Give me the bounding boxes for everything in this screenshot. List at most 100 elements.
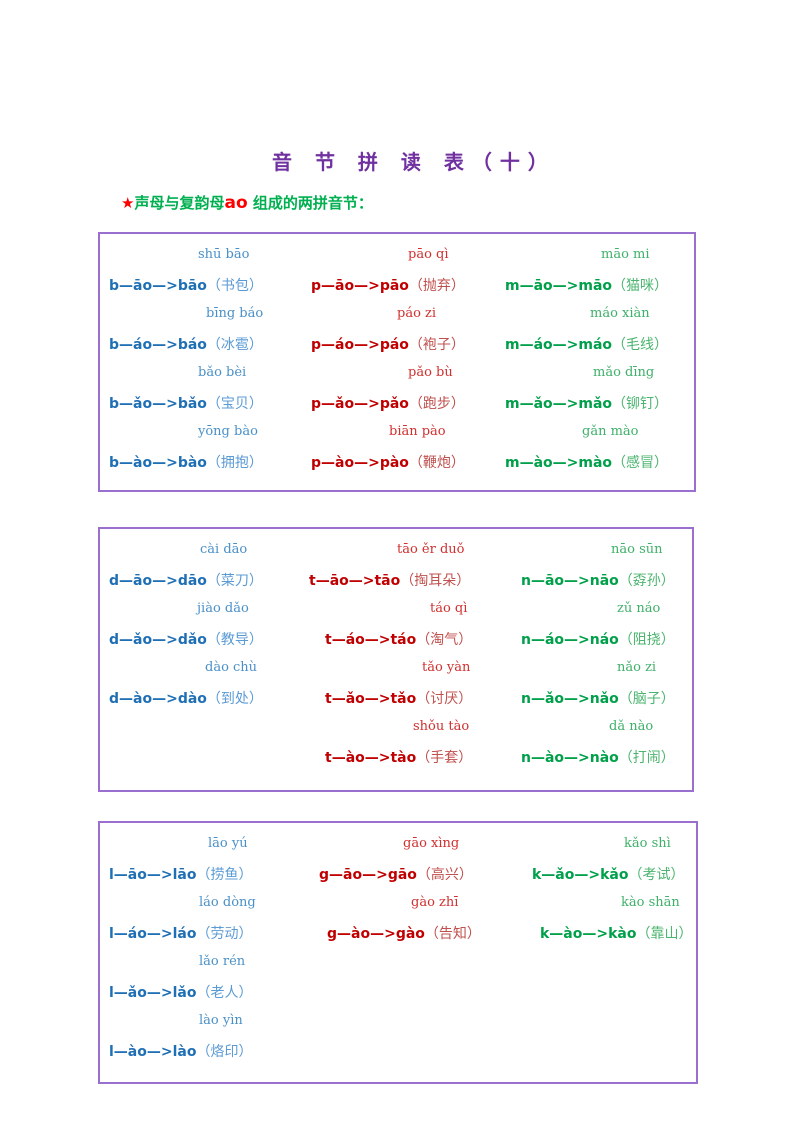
- spelling-line: l—ǎo—>lǎo（老人）: [109, 982, 252, 1002]
- spelling-line: n—ǎo—>nǎo（脑子）: [521, 688, 675, 708]
- spelling-formula: m—ào—>mào: [505, 455, 613, 471]
- spelling-formula: b—ào—>bào: [109, 455, 207, 471]
- word-hanzi: （拥抱）: [206, 455, 263, 471]
- spelling-formula: m—āo—>māo: [505, 278, 613, 294]
- section-subtitle: ★声母与复韵母ao 组成的两拼音节：: [121, 192, 373, 213]
- spelling-line: d—ào—>dào（到处）: [109, 688, 263, 708]
- pinyin-label: bǎo bèi: [198, 365, 247, 380]
- word-hanzi: （鞭炮）: [408, 455, 465, 471]
- spelling-line: t—ǎo—>tǎo（讨厌）: [325, 688, 472, 708]
- word-hanzi: （书包）: [206, 278, 263, 294]
- spelling-formula: t—ǎo—>tǎo: [325, 691, 417, 707]
- pinyin-label: lào yìn: [199, 1013, 243, 1028]
- pinyin-label: gāo xìng: [403, 836, 460, 851]
- word-hanzi: （教导）: [206, 632, 263, 648]
- word-hanzi: （宝贝）: [206, 396, 263, 412]
- spelling-formula: n—āo—>nāo: [521, 573, 619, 589]
- word-hanzi: （毛线）: [612, 337, 669, 353]
- pinyin-label: yōng bào: [198, 424, 258, 439]
- spelling-line: p—áo—>páo（袍子）: [311, 334, 465, 354]
- spelling-formula: d—ǎo—>dǎo: [109, 632, 207, 648]
- spelling-line: k—ǎo—>kǎo（考试）: [532, 864, 684, 884]
- spelling-line: n—āo—>nāo（孬孙）: [521, 570, 675, 590]
- spelling-formula: l—āo—>lāo: [109, 867, 197, 883]
- word-hanzi: （冰雹）: [206, 337, 263, 353]
- spelling-formula: k—ào—>kào: [540, 926, 637, 942]
- pinyin-label: láo dòng: [199, 895, 256, 910]
- spelling-line: p—ǎo—>pǎo（跑步）: [311, 393, 465, 413]
- spelling-formula: b—áo—>báo: [109, 337, 207, 353]
- word-hanzi: （讨厌）: [416, 691, 473, 707]
- word-hanzi: （孬孙）: [618, 573, 675, 589]
- spelling-line: n—ào—>nào（打闹）: [521, 747, 675, 767]
- spelling-line: l—ào—>lào（烙印）: [109, 1041, 252, 1061]
- word-hanzi: （老人）: [196, 985, 253, 1001]
- spelling-line: d—āo—>dāo（菜刀）: [109, 570, 263, 590]
- spelling-line: t—áo—>táo（淘气）: [325, 629, 472, 649]
- spelling-formula: k—ǎo—>kǎo: [532, 867, 629, 883]
- pinyin-label: biān pào: [389, 424, 446, 439]
- spelling-line: t—ào—>tào（手套）: [325, 747, 472, 767]
- spelling-formula: p—ào—>pào: [311, 455, 409, 471]
- page-title: 音 节 拼 读 表（十）: [272, 150, 556, 174]
- word-hanzi: （劳动）: [196, 926, 253, 942]
- pinyin-label: lǎo rén: [199, 954, 246, 969]
- word-hanzi: （感冒）: [612, 455, 669, 471]
- word-hanzi: （打闹）: [618, 750, 675, 766]
- spelling-formula: n—áo—>náo: [521, 632, 619, 648]
- spelling-line: n—áo—>náo（阻挠）: [521, 629, 675, 649]
- spelling-formula: g—āo—>gāo: [319, 867, 417, 883]
- spelling-formula: p—ǎo—>pǎo: [311, 396, 409, 412]
- spelling-formula: m—ǎo—>mǎo: [505, 396, 613, 412]
- pinyin-label: tāo ěr duǒ: [397, 542, 465, 557]
- spelling-line: g—āo—>gāo（高兴）: [319, 864, 473, 884]
- spelling-formula: n—ào—>nào: [521, 750, 619, 766]
- word-hanzi: （到处）: [206, 691, 263, 707]
- word-hanzi: （阻挠）: [618, 632, 675, 648]
- spelling-line: t—āo—>tāo（掏耳朵）: [309, 570, 470, 590]
- spelling-line: l—āo—>lāo（捞鱼）: [109, 864, 252, 884]
- word-hanzi: （掏耳朵）: [400, 573, 471, 589]
- word-hanzi: （铆钉）: [612, 396, 669, 412]
- word-hanzi: （告知）: [424, 926, 481, 942]
- pinyin-label: jiào dǎo: [197, 601, 249, 616]
- spelling-formula: l—áo—>láo: [109, 926, 197, 942]
- pinyin-label: māo mi: [601, 247, 650, 262]
- spelling-line: m—áo—>máo（毛线）: [505, 334, 668, 354]
- word-hanzi: （脑子）: [618, 691, 675, 707]
- pinyin-label: mǎo dīng: [593, 365, 655, 380]
- word-hanzi: （手套）: [416, 750, 473, 766]
- spelling-formula: n—ǎo—>nǎo: [521, 691, 619, 707]
- spelling-formula: g—ào—>gào: [327, 926, 425, 942]
- spelling-formula: d—ào—>dào: [109, 691, 207, 707]
- spelling-formula: t—ào—>tào: [325, 750, 417, 766]
- word-hanzi: （菜刀）: [206, 573, 263, 589]
- spelling-line: l—áo—>láo（劳动）: [109, 923, 252, 943]
- spelling-line: b—ǎo—>bǎo（宝贝）: [109, 393, 263, 413]
- word-hanzi: （猫咪）: [612, 278, 669, 294]
- spelling-formula: b—ǎo—>bǎo: [109, 396, 207, 412]
- spelling-line: m—ǎo—>mǎo（铆钉）: [505, 393, 668, 413]
- pinyin-label: zǔ náo: [617, 601, 661, 616]
- spelling-formula: d—āo—>dāo: [109, 573, 207, 589]
- pinyin-label: dào chù: [205, 660, 258, 675]
- pinyin-label: tǎo yàn: [422, 660, 471, 675]
- pinyin-label: nāo sūn: [611, 542, 663, 557]
- spelling-formula: b—āo—>bāo: [109, 278, 207, 294]
- subtitle-suffix: 组成的两拼音节：: [247, 194, 373, 212]
- word-hanzi: （捞鱼）: [196, 867, 253, 883]
- pinyin-label: shǒu tào: [413, 719, 470, 734]
- syllable-box-3: [98, 821, 698, 1084]
- spelling-line: k—ào—>kào（靠山）: [540, 923, 692, 943]
- word-hanzi: （高兴）: [416, 867, 473, 883]
- pinyin-label: kào shān: [621, 895, 680, 910]
- spelling-formula: t—āo—>tāo: [309, 573, 401, 589]
- spelling-formula: t—áo—>táo: [325, 632, 417, 648]
- spelling-line: g—ào—>gào（告知）: [327, 923, 481, 943]
- spelling-formula: l—ào—>lào: [109, 1044, 197, 1060]
- spelling-formula: p—áo—>páo: [311, 337, 409, 353]
- spelling-line: p—āo—>pāo（抛弃）: [311, 275, 465, 295]
- word-hanzi: （靠山）: [636, 926, 693, 942]
- word-hanzi: （袍子）: [408, 337, 465, 353]
- subtitle-ao: ao: [224, 193, 248, 213]
